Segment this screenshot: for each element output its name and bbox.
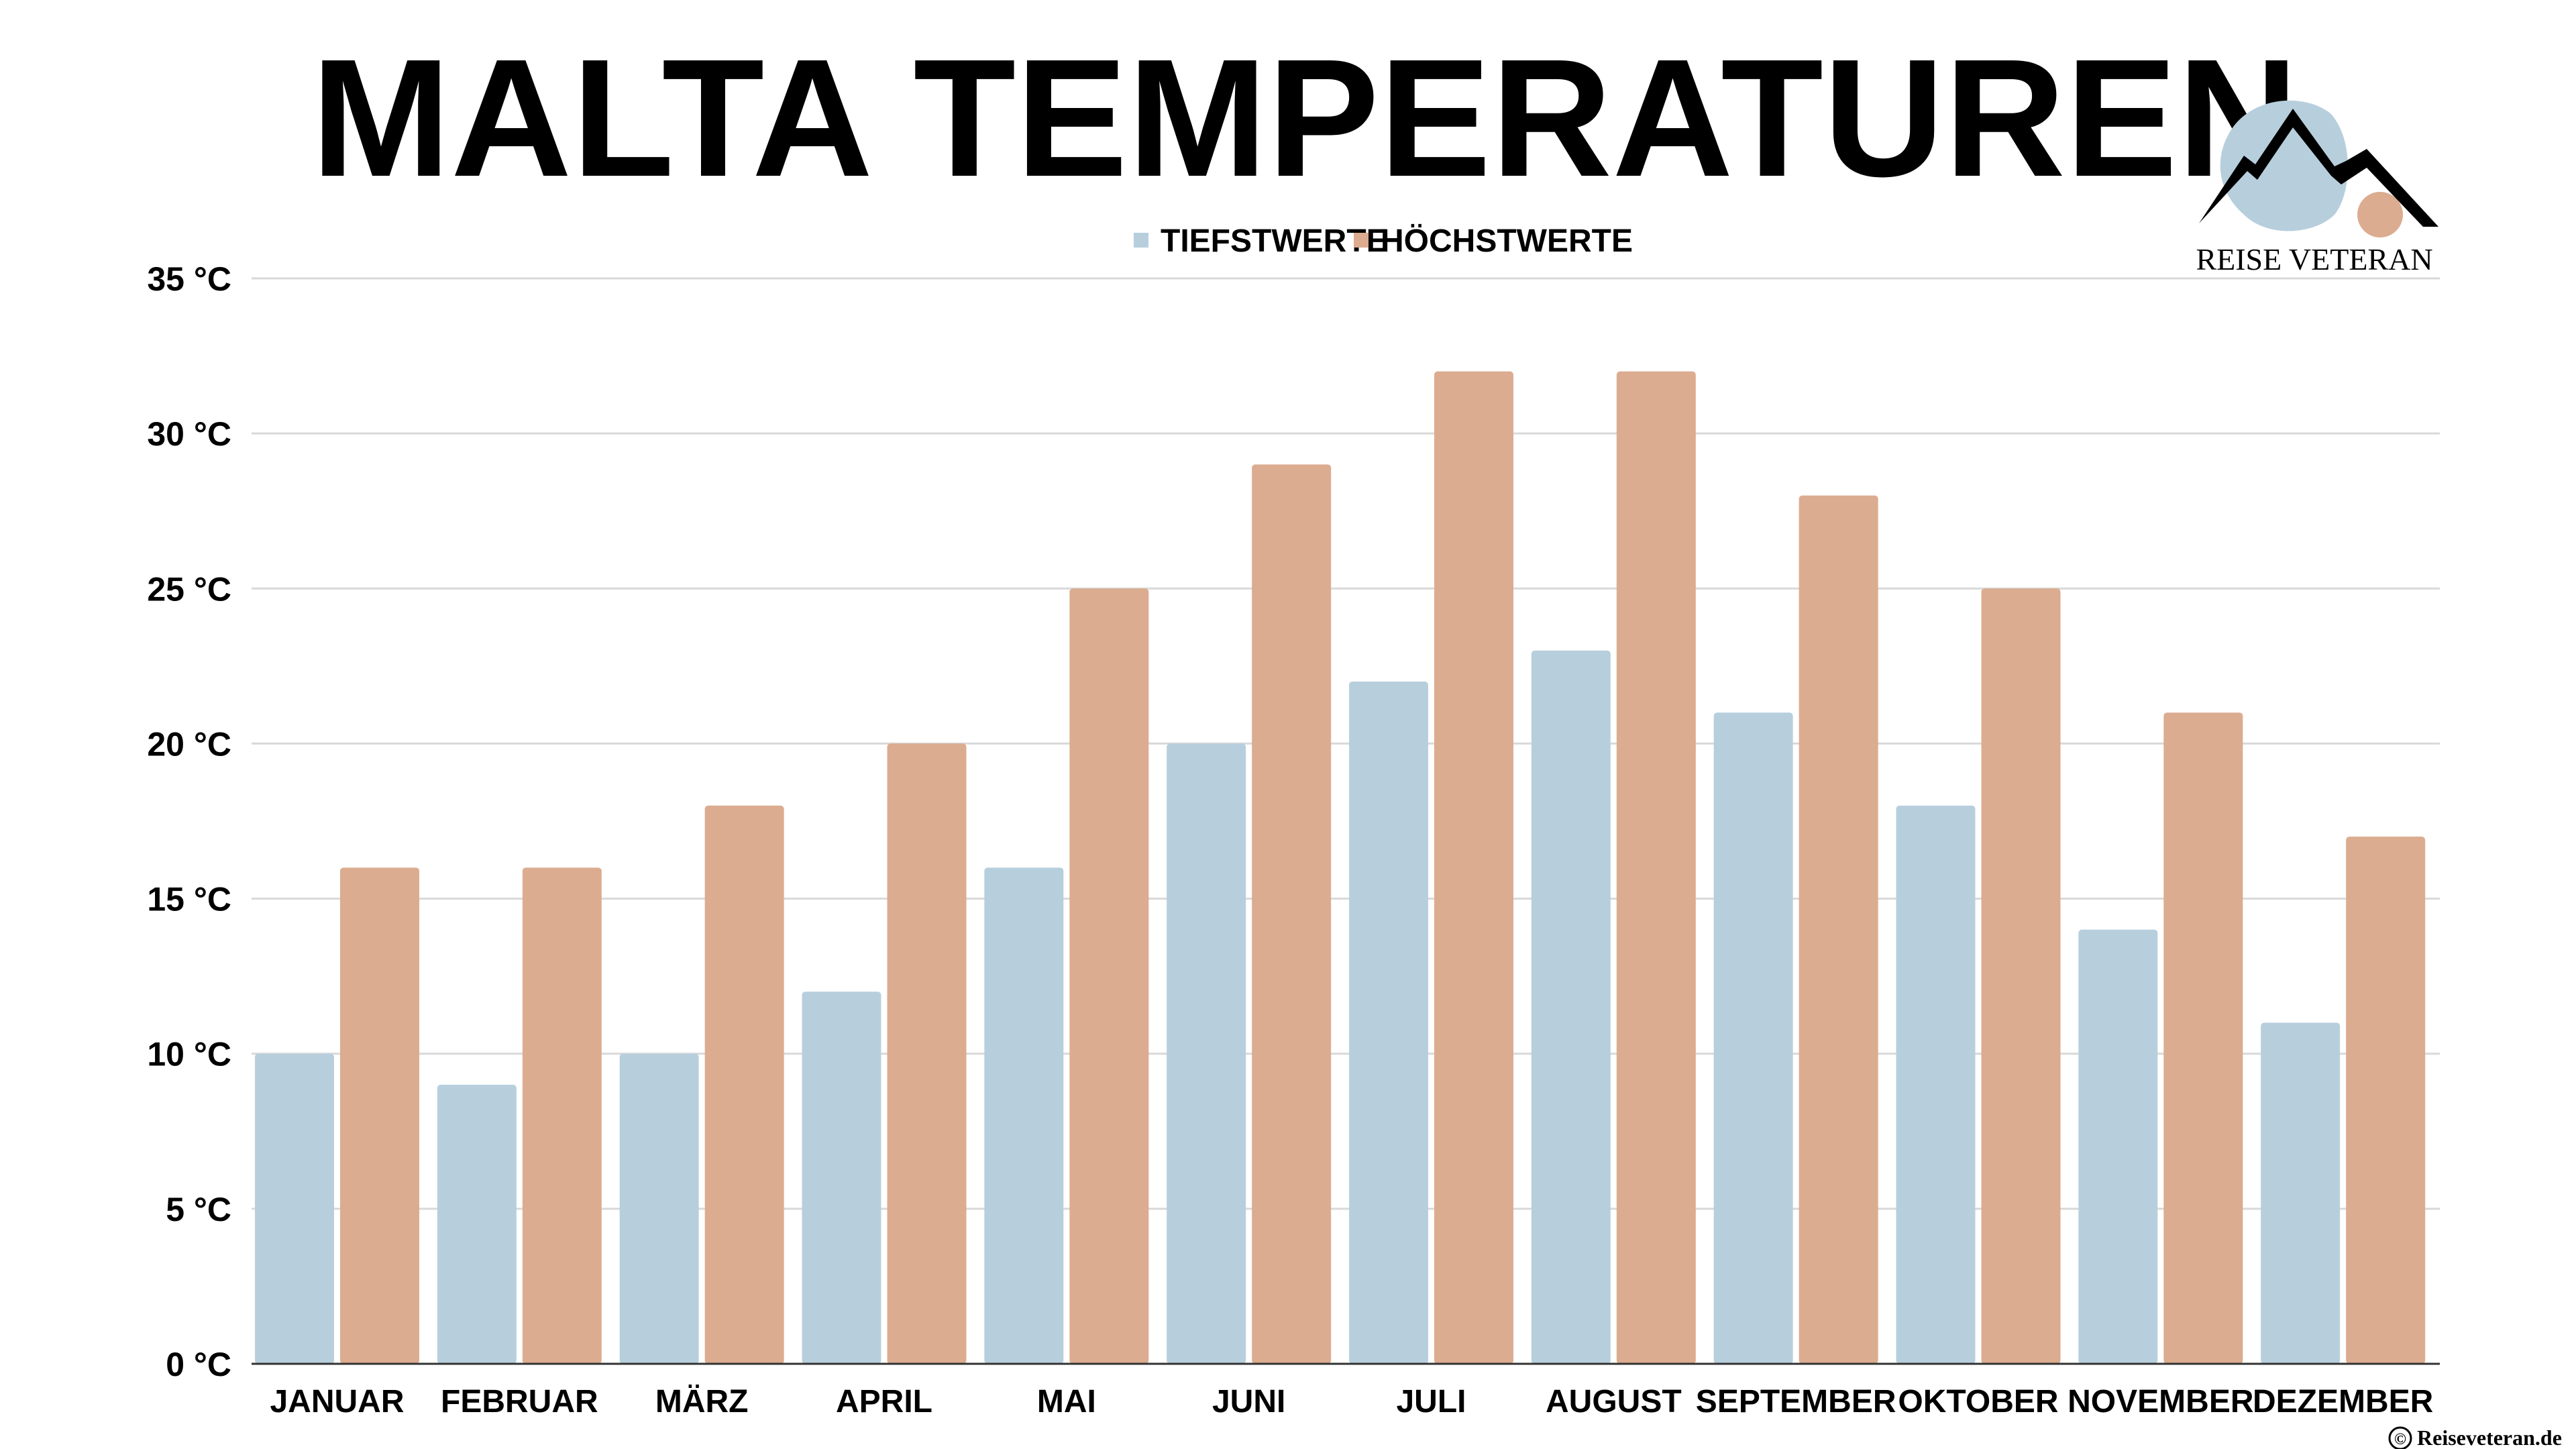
legend-label: TIEFSTWERTE — [1161, 223, 1388, 259]
chart-title: MALTA TEMPERATUREN — [311, 24, 2299, 211]
credit-text: Reiseveteran.de — [2417, 1426, 2562, 1449]
copyright-icon — [2388, 1426, 2412, 1449]
credit: © Reiseveteran.de — [2388, 1426, 2562, 1449]
x-tick-label: JANUAR — [270, 1384, 404, 1419]
y-tick-label: 30 °C — [147, 415, 231, 453]
bar-high-mai — [1069, 588, 1149, 1364]
x-tick-label: JUNI — [1212, 1384, 1285, 1419]
bar-high-august — [1616, 371, 1696, 1364]
bar-low-juni — [1167, 743, 1246, 1364]
bar-high-dezember — [2346, 837, 2426, 1364]
bar-high-september — [1799, 495, 1878, 1364]
legend-label: HÖCHSTWERTE — [1381, 223, 1633, 259]
bar-high-juni — [1252, 464, 1332, 1364]
bar-low-oktober — [1896, 805, 1976, 1364]
bar-low-mai — [984, 867, 1064, 1364]
bar-low-februar — [437, 1084, 517, 1364]
bar-high-april — [887, 743, 967, 1364]
bar-low-september — [1713, 712, 1793, 1364]
logo-text: REISE VETERAN — [2196, 242, 2432, 276]
bar-high-juli — [1434, 371, 1513, 1364]
bar-low-januar — [255, 1053, 334, 1364]
grid-lines — [252, 277, 2440, 1210]
legend-swatch — [1354, 233, 1368, 248]
bar-low-dezember — [2261, 1022, 2341, 1364]
bars — [255, 371, 2426, 1364]
y-axis: 0 °C 5 °C 10 °C 15 °C 20 °C 25 °C 30 °C 35 °C — [147, 260, 231, 1383]
x-tick-label: DEZEMBER — [2253, 1384, 2433, 1419]
y-tick-label: 35 °C — [147, 260, 231, 298]
bar-low-november — [2078, 929, 2158, 1364]
y-tick-label: 25 °C — [147, 570, 231, 608]
reise-veteran-logo: REISE VETERAN — [2196, 100, 2438, 276]
x-tick-label: JULI — [1396, 1384, 1466, 1419]
x-tick-label: SEPTEMBER — [1696, 1384, 1896, 1419]
x-tick-label: APRIL — [836, 1384, 932, 1419]
x-tick-label: FEBRUAR — [441, 1384, 598, 1419]
bar-high-oktober — [1981, 588, 2061, 1364]
y-tick-label: 10 °C — [147, 1036, 231, 1073]
x-tick-label: MÄRZ — [655, 1384, 749, 1419]
bar-high-februar — [522, 867, 602, 1364]
bar-low-april — [802, 991, 881, 1364]
x-tick-label: MAI — [1037, 1384, 1096, 1419]
logo-mountain-icon — [2199, 109, 2438, 227]
y-tick-label: 20 °C — [147, 725, 231, 763]
bar-low-märz — [619, 1053, 699, 1364]
legend-swatch — [1134, 233, 1148, 248]
y-tick-label: 0 °C — [166, 1346, 231, 1383]
bar-low-august — [1531, 650, 1611, 1364]
bar-high-märz — [704, 805, 784, 1364]
bar-high-januar — [340, 867, 419, 1364]
x-tick-label: NOVEMBER — [2068, 1384, 2253, 1419]
copyright-symbol: © — [2394, 1431, 2406, 1448]
logo-sun-icon — [2357, 192, 2403, 237]
x-tick-label: AUGUST — [1546, 1384, 1682, 1419]
y-tick-label: 15 °C — [147, 881, 231, 918]
logo-blob-icon — [2220, 100, 2348, 231]
y-tick-label: 5 °C — [166, 1191, 231, 1228]
x-axis: JANUAR FEBRUAR MÄRZ APRIL MAI JUNI JULI AUGUST S… — [270, 1384, 2433, 1419]
x-tick-label: OKTOBER — [1898, 1384, 2058, 1419]
bar-low-juli — [1349, 681, 1428, 1364]
bar-high-november — [2163, 712, 2243, 1364]
